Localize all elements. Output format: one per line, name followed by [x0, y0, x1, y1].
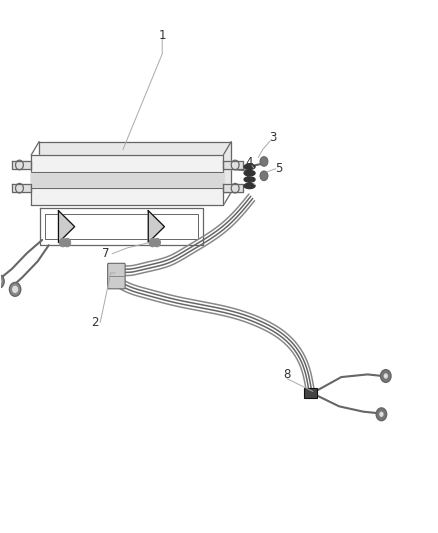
Ellipse shape — [244, 177, 255, 182]
Ellipse shape — [244, 171, 255, 176]
Polygon shape — [39, 142, 231, 192]
Circle shape — [10, 282, 21, 296]
Polygon shape — [223, 161, 243, 169]
Circle shape — [379, 411, 384, 417]
Text: 6: 6 — [245, 173, 252, 186]
Circle shape — [64, 238, 71, 247]
Circle shape — [149, 238, 156, 247]
Circle shape — [381, 369, 391, 382]
Circle shape — [59, 238, 66, 247]
Text: 3: 3 — [269, 131, 277, 144]
FancyBboxPatch shape — [108, 263, 125, 289]
Circle shape — [12, 286, 18, 293]
Circle shape — [0, 274, 4, 288]
Polygon shape — [58, 211, 74, 243]
Text: 8: 8 — [283, 368, 291, 382]
Circle shape — [384, 373, 388, 378]
Polygon shape — [31, 155, 223, 205]
Circle shape — [0, 278, 2, 285]
Text: 7: 7 — [102, 247, 109, 260]
Circle shape — [260, 157, 268, 166]
Polygon shape — [148, 211, 164, 243]
Text: 2: 2 — [91, 316, 98, 329]
Polygon shape — [223, 184, 243, 192]
Bar — [304, 387, 317, 398]
Text: 4: 4 — [245, 156, 252, 169]
Circle shape — [376, 408, 387, 421]
Ellipse shape — [244, 164, 255, 169]
Text: 5: 5 — [276, 161, 283, 175]
Ellipse shape — [244, 183, 255, 189]
Circle shape — [153, 238, 160, 247]
Circle shape — [260, 171, 268, 181]
Polygon shape — [12, 161, 31, 169]
Text: 1: 1 — [159, 29, 166, 42]
Polygon shape — [12, 184, 31, 192]
Polygon shape — [31, 172, 223, 188]
